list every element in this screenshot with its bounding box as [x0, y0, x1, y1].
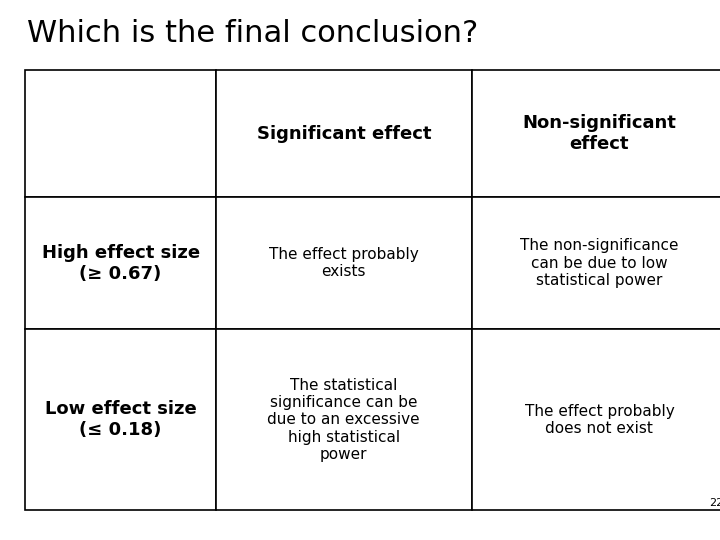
Bar	[472, 329, 720, 510]
Bar	[216, 329, 472, 510]
Bar	[25, 197, 216, 329]
Text: The effect probably
does not exist: The effect probably does not exist	[525, 404, 674, 436]
Bar	[25, 329, 216, 510]
Text: Non-significant
effect: Non-significant effect	[523, 114, 676, 153]
Text: The statistical
significance can be
due to an excessive
high statistical
power: The statistical significance can be due …	[268, 377, 420, 462]
Text: Significant effect: Significant effect	[256, 125, 431, 143]
Bar	[25, 70, 216, 197]
Bar	[216, 70, 472, 197]
Text: Which is the final conclusion?: Which is the final conclusion?	[27, 19, 479, 48]
Text: 22: 22	[709, 497, 720, 508]
Text: The non-significance
can be due to low
statistical power: The non-significance can be due to low s…	[520, 238, 679, 288]
Bar	[472, 70, 720, 197]
Bar	[472, 197, 720, 329]
Text: Low effect size
(≤ 0.18): Low effect size (≤ 0.18)	[45, 401, 197, 439]
Text: High effect size
(≥ 0.67): High effect size (≥ 0.67)	[42, 244, 199, 282]
Text: The effect probably
exists: The effect probably exists	[269, 247, 418, 280]
Bar	[216, 197, 472, 329]
